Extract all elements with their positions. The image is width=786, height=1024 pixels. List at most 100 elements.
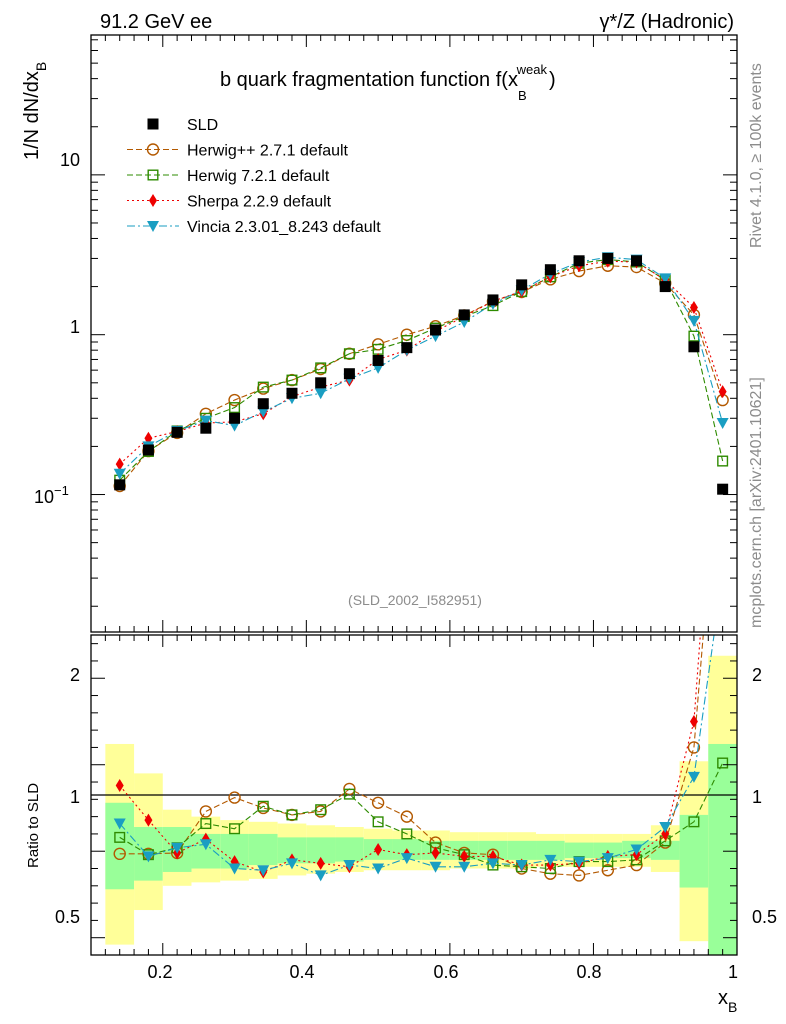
herwig-2-7-1-default-ratio-point (601, 864, 614, 877)
band-inner-bin (564, 842, 594, 859)
header-energy-label: 91.2 GeV ee (100, 11, 212, 33)
vincia-2-3-01-8-243-default-ratio-point (228, 863, 241, 875)
vincia-2-3-01-8-243-default-point (199, 415, 212, 427)
sld-point (171, 426, 183, 438)
herwig-2-7-1-default-line (119, 265, 724, 487)
herwig-7-2-1-default-ratio-point (286, 809, 298, 821)
rivet-version-text: Rivet 4.1.0, ≥ 100k events (748, 63, 765, 248)
vincia-2-3-01-8-243-default-ratio-point (630, 844, 643, 856)
sld-point (717, 483, 729, 495)
sherpa-2-2-9-default-point (115, 457, 124, 471)
vincia-2-3-01-8-243-default-ratio-point (257, 865, 270, 877)
vincia-2-3-01-8-243-default-ratio-point (400, 853, 413, 865)
x-tick-label-1: 1 (728, 962, 738, 982)
vincia-2-3-01-8-243-default-point (314, 388, 327, 400)
band-inner-bin (507, 840, 537, 860)
herwig-7-2-1-default-ratio-point (315, 804, 327, 816)
herwig-7-2-1-default-point (717, 455, 729, 467)
sld-point (544, 264, 556, 276)
mcplots-reference-text: mcplots.cern.ch [arXiv:2401.10621] (748, 377, 765, 628)
vincia-2-3-01-8-243-default-ratio-point (429, 861, 442, 873)
herwig-7-2-1-default-point (315, 362, 327, 374)
herwig-7-2-1-default-point (257, 381, 269, 393)
band-inner-bin (536, 840, 565, 860)
herwig-2-7-1-default-ratio-point (199, 805, 213, 818)
vincia-2-3-01-8-243-default-point (716, 418, 729, 430)
vincia-2-3-01-8-243-default-ratio-point (285, 858, 298, 870)
herwig-2-7-1-default-point (228, 393, 241, 407)
legend-label-herwig-2-7-1-default: Herwig++ 2.7.1 default (187, 143, 349, 160)
sld-point (516, 279, 528, 291)
main-panel-series (113, 252, 729, 495)
vincia-2-3-01-8-243-default-ratio-point (601, 853, 614, 865)
sld-point (372, 354, 384, 366)
vincia-2-3-01-8-243-default-ratio-point (113, 818, 126, 830)
band-inner-bin (105, 802, 135, 890)
ratio-panel-series (113, 635, 729, 882)
sld-point (573, 255, 585, 267)
band-inner-bin (335, 837, 364, 862)
sld-point (487, 294, 499, 306)
vincia-2-3-01-8-243-default-ratio-point (687, 771, 700, 783)
sherpa-2-2-9-default-ratio-point (431, 846, 440, 860)
sherpa-2-2-9-default-ratio-point (689, 714, 698, 728)
herwig-7-2-1-default-ratio-point (717, 757, 729, 769)
herwig-2-7-1-default-ratio-line (119, 635, 704, 876)
vincia-2-3-01-8-243-default-ratio-point (314, 870, 327, 882)
sld-point (200, 422, 212, 434)
herwig-7-2-1-default-ratio-point (372, 816, 384, 828)
y-tick-label-0.1: 10−1 (34, 483, 69, 507)
analysis-id-watermark: (SLD_2002_I582951) (348, 592, 482, 608)
herwig-7-2-1-default-line (119, 259, 724, 481)
vincia-2-3-01-8-243-default-ratio-point (171, 842, 184, 854)
chart-title: b quark fragmentation function f(xBweak) (220, 62, 556, 103)
sld-point (315, 377, 327, 389)
legend-label-herwig-7-2-1-default: Herwig 7.2.1 default (187, 168, 330, 185)
legend: SLD Herwig++ 2.7.1 default Herwig 7.2.1 de… (127, 117, 381, 236)
herwig-7-2-1-default-ratio-point (401, 828, 413, 840)
vincia-2-3-01-8-243-default-ratio-point (372, 863, 385, 875)
sld-point (430, 324, 442, 336)
vincia-2-3-01-8-243-default-ratio-point (486, 858, 499, 870)
legend-label-vincia-2-3-01-8-243-default: Vincia 2.3.01_8.243 default (187, 219, 381, 236)
x-tick-label-0.4: 0.4 (289, 962, 314, 982)
herwig-7-2-1-default-point (229, 402, 241, 414)
sherpa-2-2-9-default-ratio-point (115, 778, 124, 792)
herwig-7-2-1-default-ratio-point (114, 831, 126, 843)
ratio-y-tick-label-right-2: 2 (752, 665, 762, 685)
vincia-2-3-01-8-243-default-point (659, 273, 672, 285)
legend-marker-sld (147, 118, 159, 130)
legend-marker-vincia-2-3-01-8-243-default (147, 221, 159, 232)
ratio-y-tick-label-1: 1 (70, 787, 80, 807)
herwig-7-2-1-default-point (343, 348, 355, 360)
x-tick-label-0.2: 0.2 (147, 962, 172, 982)
herwig-7-2-1-default-ratio-point (688, 816, 700, 828)
vincia-2-3-01-8-243-default-ratio-point (659, 822, 672, 833)
vincia-2-3-01-8-243-default-line (119, 256, 724, 475)
main-y-axis-label: 1/N dN/dxB (21, 62, 49, 160)
sherpa-2-2-9-default-ratio-line (119, 635, 701, 873)
ratio-y-axis-label: Ratio to SLD (25, 783, 42, 868)
ratio-y-tick-label-0.5: 0.5 (55, 907, 80, 927)
sherpa-2-2-9-default-ratio-point (316, 856, 325, 870)
ratio-y-tick-label-right-0.5: 0.5 (752, 907, 777, 927)
sherpa-2-2-9-default-ratio-point (144, 813, 153, 827)
sld-point (659, 281, 671, 293)
sld-point (401, 342, 413, 354)
sld-point (631, 255, 643, 267)
herwig-7-2-1-default-ratio-point (229, 823, 241, 835)
sherpa-2-2-9-default-point (689, 300, 698, 314)
sld-point (602, 252, 614, 264)
herwig-2-7-1-default-ratio-point (371, 796, 385, 809)
herwig-2-7-1-default-ratio-point (228, 791, 241, 804)
y-tick-label-1: 1 (70, 317, 80, 337)
band-inner-bin (248, 833, 278, 866)
header-process-label: γ*/Z (Hadronic) (600, 11, 734, 33)
vincia-2-3-01-8-243-default-point (257, 406, 270, 418)
main-panel-frame (90, 34, 738, 633)
legend-label-sherpa-2-2-9-default: Sherpa 2.2.9 default (187, 194, 332, 211)
vincia-2-3-01-8-243-default-ratio-point (515, 860, 528, 872)
herwig-2-7-1-default-ratio-point (687, 741, 701, 754)
vincia-2-3-01-8-243-default-ratio-point (142, 851, 155, 863)
